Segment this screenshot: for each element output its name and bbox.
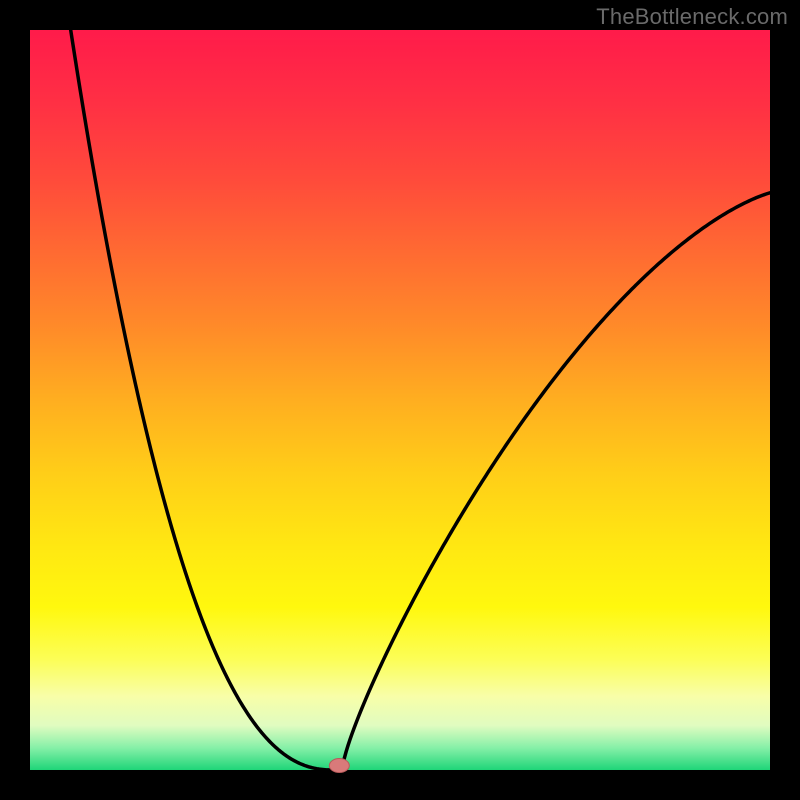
plot-background <box>30 30 770 770</box>
watermark-text: TheBottleneck.com <box>596 4 788 30</box>
bottleneck-curve-chart <box>0 0 800 800</box>
minimum-marker <box>329 759 349 773</box>
chart-container: TheBottleneck.com <box>0 0 800 800</box>
